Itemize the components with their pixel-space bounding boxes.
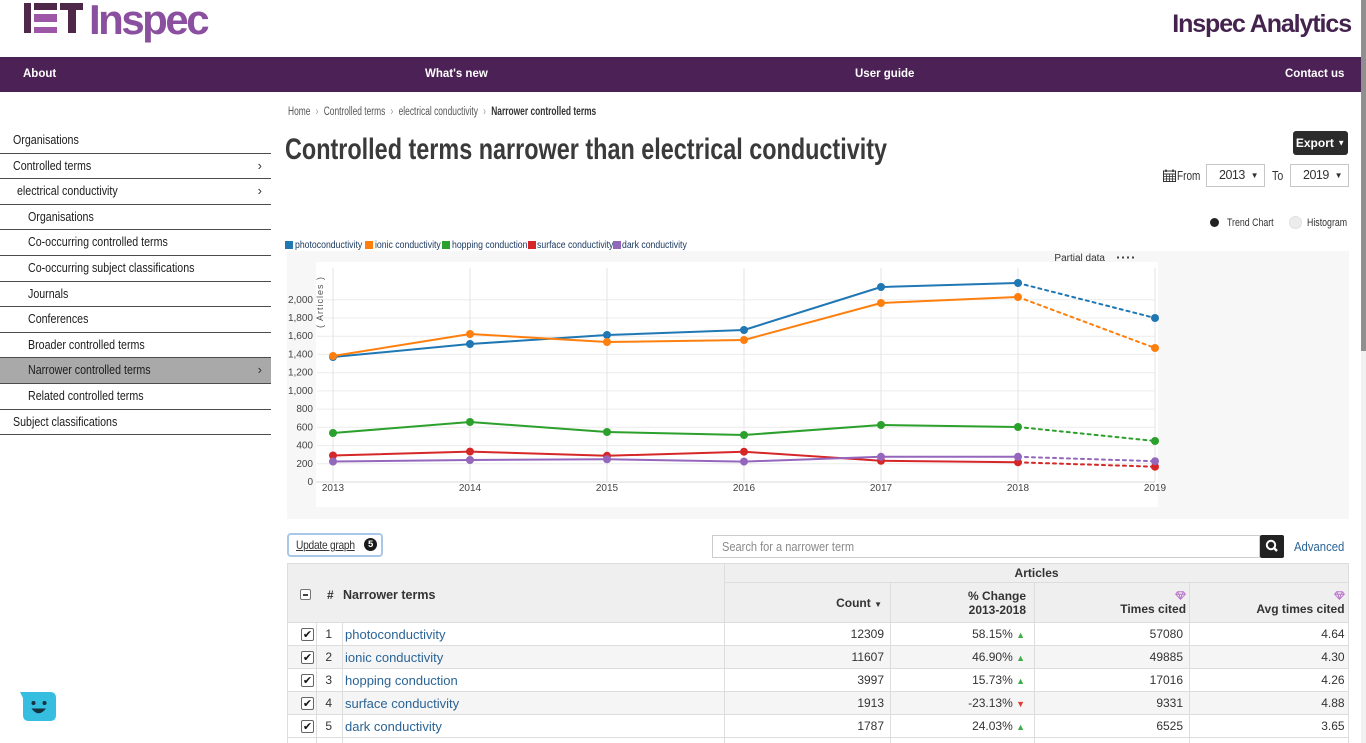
svg-text:1,400: 1,400 (288, 349, 313, 360)
svg-text:2,000: 2,000 (288, 295, 313, 306)
svg-text:( Articles ): ( Articles ) (315, 276, 325, 328)
svg-text:600: 600 (296, 422, 313, 433)
svg-text:2018: 2018 (1007, 483, 1030, 494)
svg-text:1,000: 1,000 (288, 386, 313, 397)
svg-text:Partial data: Partial data (1054, 253, 1105, 264)
svg-text:1,800: 1,800 (288, 313, 313, 324)
svg-text:2019: 2019 (1144, 483, 1167, 494)
svg-text:200: 200 (296, 459, 313, 470)
svg-text:2017: 2017 (870, 483, 893, 494)
svg-text:800: 800 (296, 404, 313, 415)
svg-text:2013: 2013 (322, 483, 345, 494)
svg-text:1,200: 1,200 (288, 368, 313, 379)
svg-text:400: 400 (296, 441, 313, 452)
svg-text:2016: 2016 (733, 483, 756, 494)
svg-text:2014: 2014 (459, 483, 482, 494)
svg-text:0: 0 (307, 477, 313, 488)
svg-text:1,600: 1,600 (288, 331, 313, 342)
svg-text:2015: 2015 (596, 483, 619, 494)
